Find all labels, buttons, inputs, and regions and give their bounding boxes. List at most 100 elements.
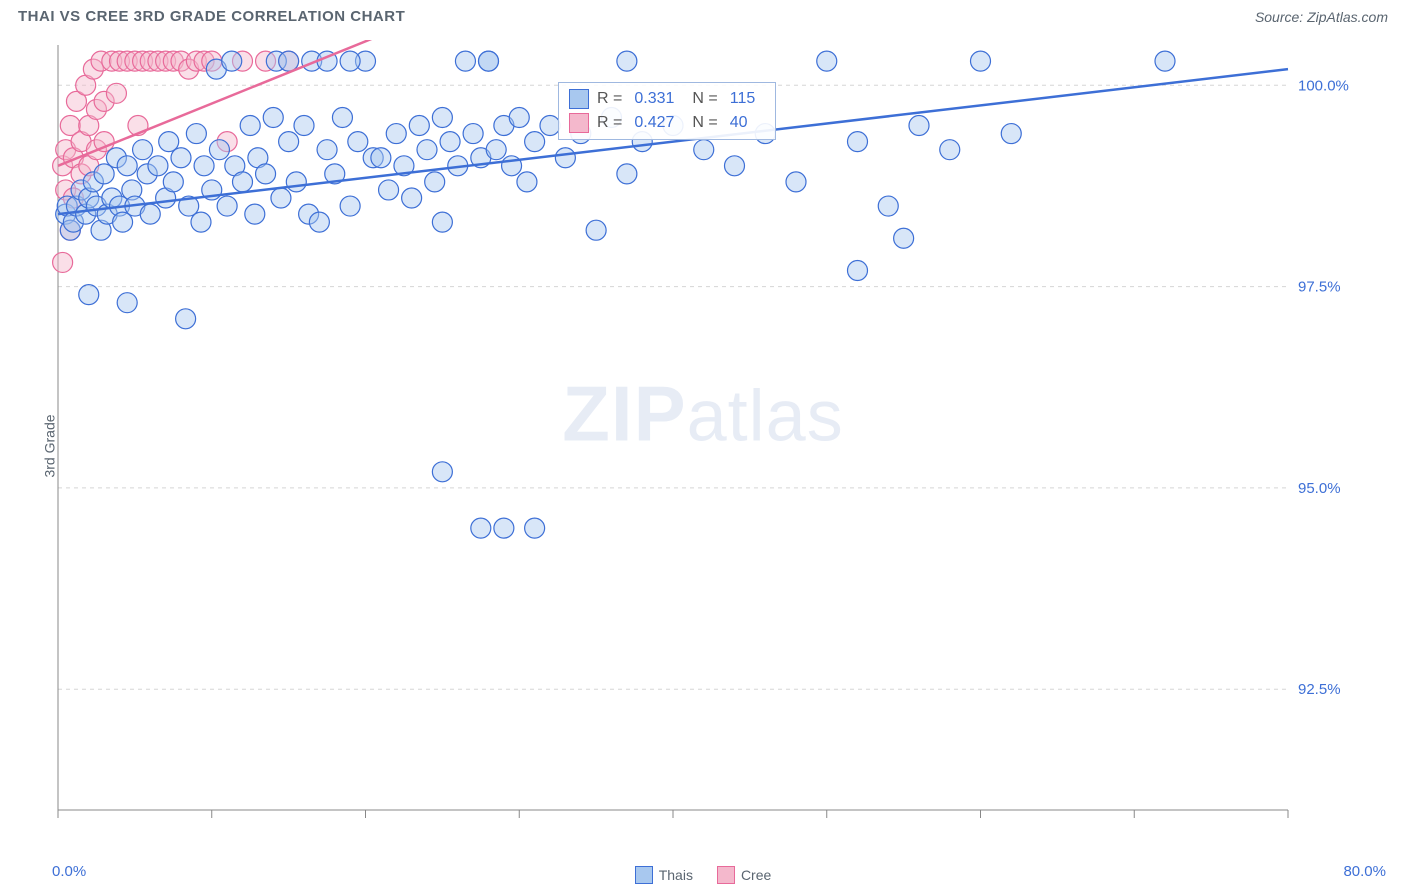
chart-title: THAI VS CREE 3RD GRADE CORRELATION CHART [18, 8, 405, 25]
series1-point [271, 188, 291, 208]
chart-area: 3rd Grade 92.5%95.0%97.5%100.0% ZIPatlas… [18, 40, 1388, 852]
series1-point [725, 156, 745, 176]
stats-legend-box: R = 0.331 N = 115 R = 0.427 N = 40 [558, 82, 776, 140]
series1-point [432, 212, 452, 232]
legend-item-series2: Cree [717, 866, 771, 884]
series1-point [509, 107, 529, 127]
series1-point [617, 164, 637, 184]
series1-point [279, 51, 299, 71]
series1-point [940, 140, 960, 160]
series1-point [971, 51, 991, 71]
series1-point [348, 132, 368, 152]
series1-point [209, 140, 229, 160]
series1-point [222, 51, 242, 71]
series1-point [440, 132, 460, 152]
series1-point [140, 204, 160, 224]
series1-point [309, 212, 329, 232]
series1-point [371, 148, 391, 168]
series1-point [540, 116, 560, 136]
series1-point [1001, 124, 1021, 144]
stats-swatch [569, 113, 589, 133]
series1-point [171, 148, 191, 168]
series1-point [340, 51, 360, 71]
y-tick-label: 97.5% [1298, 279, 1341, 296]
stats-row: R = 0.331 N = 115 [569, 87, 765, 111]
stat-r-value: 0.427 [630, 111, 684, 135]
series1-point [694, 140, 714, 160]
series1-point [479, 51, 499, 71]
stat-r-label: R = [597, 87, 622, 111]
series1-point [894, 228, 914, 248]
series1-point [555, 148, 575, 168]
series1-point [909, 116, 929, 136]
series1-point [786, 172, 806, 192]
series1-point [294, 116, 314, 136]
series2-point [106, 83, 126, 103]
series1-point [586, 220, 606, 240]
series1-point [176, 309, 196, 329]
series1-point [186, 124, 206, 144]
legend-label-series2: Cree [741, 867, 771, 883]
series1-point [1155, 51, 1175, 71]
series1-point [525, 132, 545, 152]
stat-n-label: N = [692, 87, 717, 111]
series1-point [245, 204, 265, 224]
stat-r-value: 0.331 [630, 87, 684, 111]
series1-point [317, 140, 337, 160]
bottom-legend: Thais Cree [0, 866, 1406, 884]
series1-point [848, 132, 868, 152]
series1-point [79, 285, 99, 305]
series1-point [194, 156, 214, 176]
series1-point [432, 107, 452, 127]
legend-swatch-series2 [717, 866, 735, 884]
stats-row: R = 0.427 N = 40 [569, 111, 765, 135]
legend-item-series1: Thais [635, 866, 693, 884]
stat-n-value: 115 [726, 87, 766, 111]
stat-r-label: R = [597, 111, 622, 135]
series1-point [386, 124, 406, 144]
series1-point [878, 196, 898, 216]
series1-point [486, 140, 506, 160]
series1-point [163, 172, 183, 192]
series2-point [53, 252, 73, 272]
series1-point [117, 156, 137, 176]
series1-point [525, 518, 545, 538]
series1-point [494, 518, 514, 538]
series1-point [133, 140, 153, 160]
legend-label-series1: Thais [659, 867, 693, 883]
series1-point [148, 156, 168, 176]
stat-n-value: 40 [726, 111, 758, 135]
series1-point [340, 196, 360, 216]
y-tick-label: 100.0% [1298, 77, 1349, 94]
series1-point [409, 116, 429, 136]
series1-point [471, 518, 491, 538]
series1-point [402, 188, 422, 208]
series1-point [432, 462, 452, 482]
scatter-chart: 92.5% 95.0% 97.5% 100.0% [18, 40, 1358, 840]
series1-point [286, 172, 306, 192]
series1-point [240, 116, 260, 136]
series1-point [517, 172, 537, 192]
series1-point [117, 293, 137, 313]
series1-point [256, 164, 276, 184]
series1-point [848, 260, 868, 280]
series1-point [455, 51, 475, 71]
series1-point [217, 196, 237, 216]
series1-point [263, 107, 283, 127]
series1-point [417, 140, 437, 160]
stat-n-label: N = [692, 111, 717, 135]
series1-point [191, 212, 211, 232]
y-axis-label: 3rd Grade [42, 414, 58, 477]
series1-point [379, 180, 399, 200]
legend-swatch-series1 [635, 866, 653, 884]
source-label: Source: ZipAtlas.com [1255, 9, 1388, 25]
series1-point [463, 124, 483, 144]
series1-point [233, 172, 253, 192]
y-tick-label: 92.5% [1298, 681, 1341, 698]
series1-point [279, 132, 299, 152]
series1-point [332, 107, 352, 127]
series1-point [617, 51, 637, 71]
y-tick-label: 95.0% [1298, 480, 1341, 497]
stats-swatch [569, 89, 589, 109]
series1-point [817, 51, 837, 71]
